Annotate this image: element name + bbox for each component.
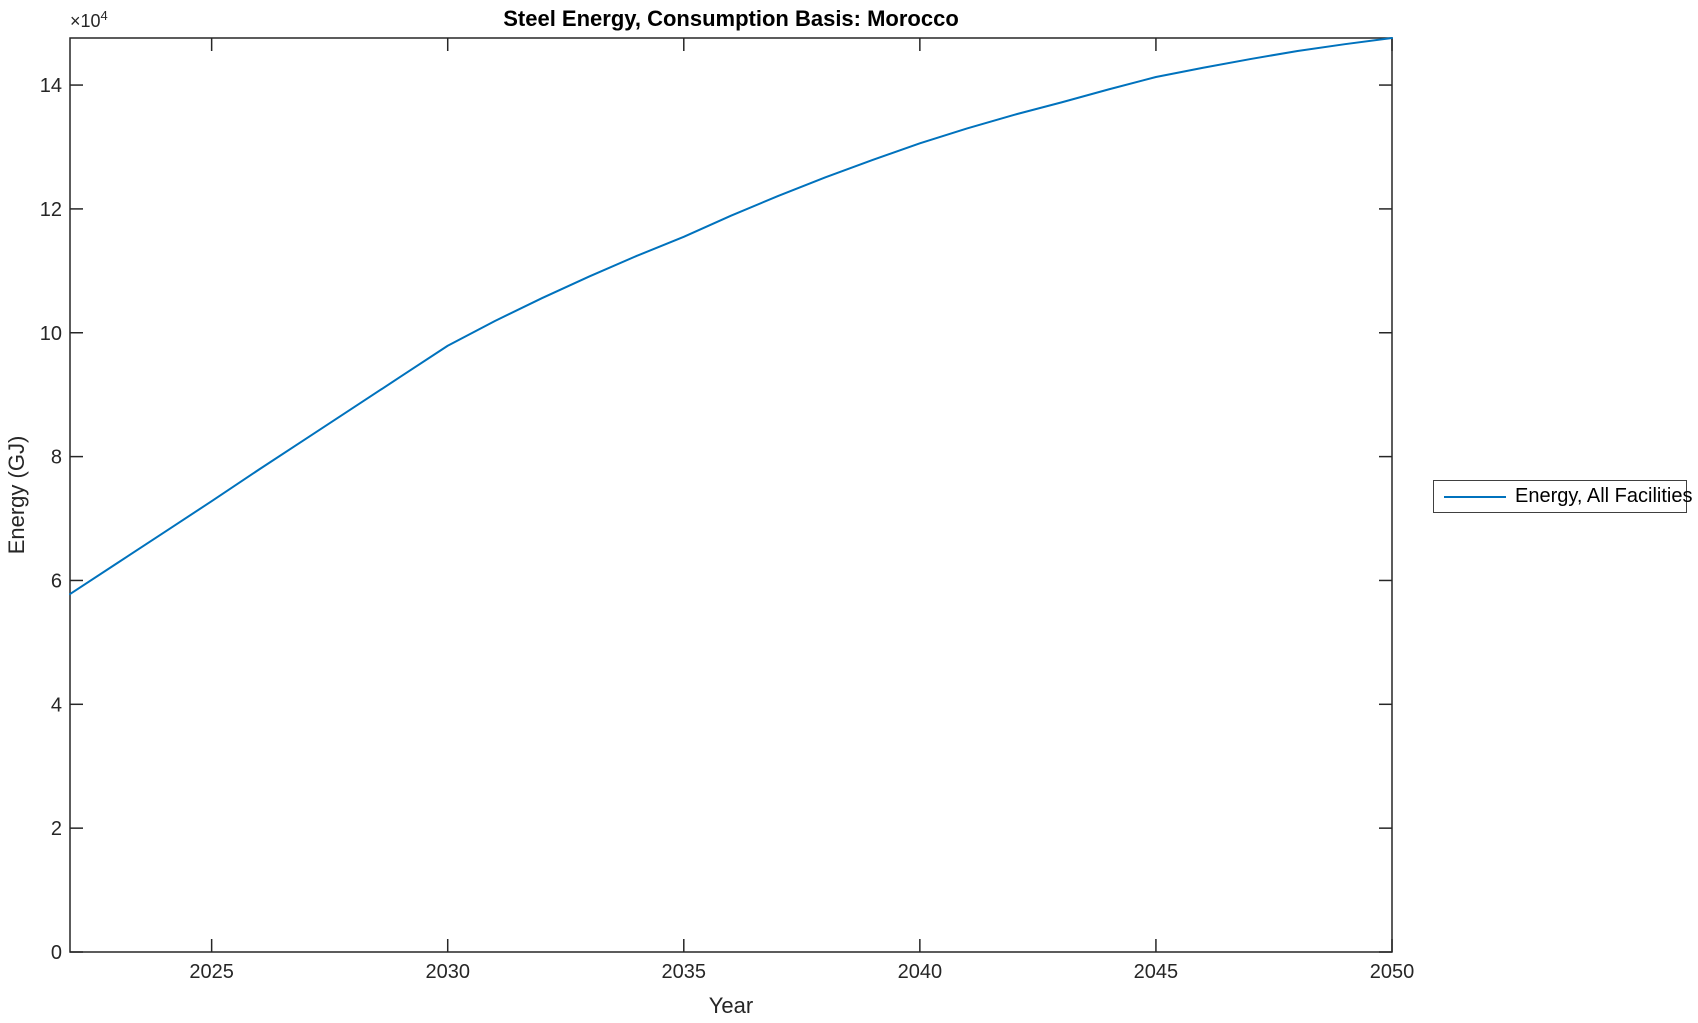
energy-series-line [69, 37, 1393, 596]
y-axis-multiplier: ×104 [70, 8, 108, 32]
y-axis-multiplier-base: ×10 [70, 11, 101, 31]
tick-marks [70, 38, 1393, 953]
x-tick-label: 2045 [1134, 961, 1179, 983]
x-tick-label: 2025 [189, 961, 234, 983]
x-tick-labels: 2025 2030 2035 2040 2045 2050 [189, 961, 1414, 983]
x-tick-label: 2040 [898, 961, 943, 983]
y-tick-label: 10 [40, 323, 62, 345]
y-tick-label: 0 [51, 942, 62, 964]
y-tick-label: 2 [51, 818, 62, 840]
y-axis-multiplier-exponent: 4 [100, 8, 108, 23]
y-tick-label: 12 [40, 199, 62, 221]
y-tick-label: 6 [51, 570, 62, 592]
x-axis-label: Year [708, 993, 754, 1018]
y-tick-label: 4 [51, 694, 62, 716]
x-tick-label: 2030 [425, 961, 470, 983]
legend-line-sample-icon [1444, 495, 1506, 498]
y-tick-label: 8 [51, 447, 62, 469]
x-tick-label: 2050 [1370, 961, 1415, 983]
y-tick-labels: 0 2 4 6 8 10 12 14 [40, 75, 62, 964]
legend: Energy, All Facilities [1433, 480, 1692, 513]
x-tick-label: 2035 [662, 961, 707, 983]
chart-title: Steel Energy, Consumption Basis: Morocco [503, 6, 959, 31]
y-axis-label: Energy (GJ) [4, 435, 29, 555]
legend-entry-label: Energy, All Facilities [1515, 485, 1693, 507]
y-tick-label: 14 [40, 75, 62, 97]
axes-box [69, 37, 1393, 953]
